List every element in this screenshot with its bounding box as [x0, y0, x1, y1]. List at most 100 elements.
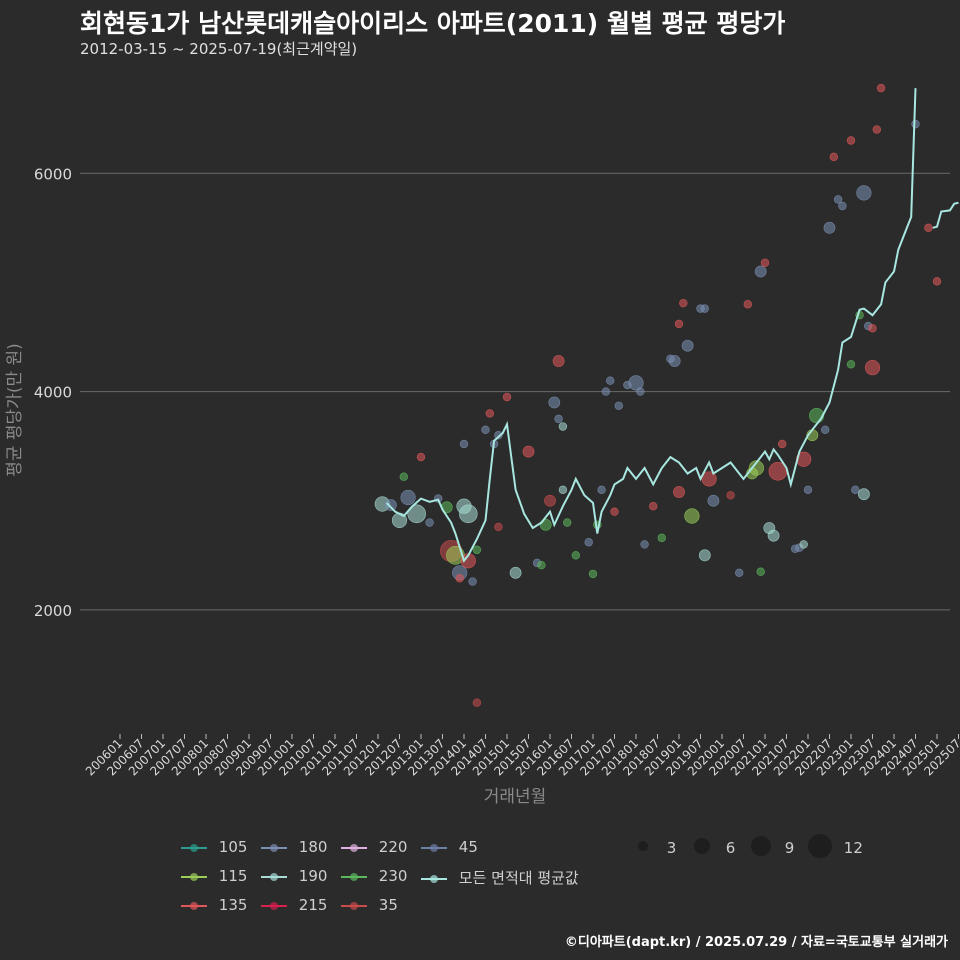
data-point	[502, 392, 512, 402]
data-point	[548, 396, 561, 409]
data-point	[701, 471, 717, 487]
data-point	[522, 445, 535, 458]
data-point	[554, 414, 563, 424]
data-point	[562, 518, 572, 527]
data-point	[610, 507, 619, 516]
data-point	[803, 485, 813, 495]
size-legend-label: 9	[784, 838, 795, 857]
legend-item: 230	[340, 867, 407, 885]
data-point	[472, 545, 482, 555]
data-point	[558, 485, 568, 495]
data-point	[799, 540, 808, 549]
size-legend-item: 9	[748, 836, 795, 858]
data-point	[400, 489, 416, 506]
y-tick-label: 2000	[34, 602, 72, 620]
y-axis-label: 평균 평당가(만 원)	[5, 343, 25, 477]
legend-item: 135	[180, 896, 247, 914]
data-point	[767, 529, 780, 542]
average-line	[385, 88, 959, 563]
data-point	[657, 533, 666, 543]
data-point	[911, 119, 920, 129]
data-point	[756, 567, 765, 576]
data-point	[707, 494, 720, 507]
data-point	[700, 304, 709, 313]
data-point	[544, 494, 556, 507]
data-point	[494, 431, 503, 440]
data-point	[851, 485, 860, 495]
data-point	[754, 265, 767, 278]
size-legend-label: 12	[843, 838, 863, 857]
data-point	[924, 223, 933, 233]
data-point	[872, 125, 881, 134]
legend-swatch	[261, 901, 287, 910]
data-point	[838, 201, 847, 211]
data-point	[648, 502, 658, 511]
data-point	[399, 472, 408, 481]
data-point	[605, 376, 615, 385]
legend-swatch	[341, 901, 367, 910]
chart-title: 회현동1가 남산롯데캐슬아이리스 아파트(2011) 월별 평균 평당가	[80, 9, 786, 38]
legend-item: 190	[260, 867, 327, 885]
data-point	[734, 568, 744, 577]
legend-item: 220	[340, 838, 407, 856]
data-point	[481, 425, 490, 434]
data-point	[932, 277, 942, 286]
y-tick-label: 6000	[34, 165, 72, 183]
data-point	[698, 549, 711, 562]
data-point	[584, 538, 593, 547]
legend-swatch	[341, 843, 367, 852]
data-point	[868, 324, 877, 333]
data-point	[588, 569, 598, 579]
legend-item: 215	[260, 896, 327, 914]
legend-swatch	[341, 872, 367, 881]
data-point	[674, 319, 684, 329]
data-point	[485, 409, 494, 418]
legend-label: 115	[218, 867, 248, 885]
legend-swatch	[181, 843, 207, 852]
data-point	[558, 422, 568, 431]
x-axis-ticks: 2006012006072007012007072008012008072009…	[83, 734, 960, 779]
legend-swatch	[421, 874, 447, 883]
data-point	[760, 258, 770, 267]
data-point	[628, 375, 644, 391]
legend-label: 190	[298, 867, 328, 885]
legend-item: 105	[180, 838, 247, 856]
size-legend-item: 6	[689, 838, 735, 858]
x-axis-label: 거래년월	[484, 787, 547, 807]
legend-swatch	[261, 843, 287, 852]
average-line-segment	[385, 88, 917, 563]
legend-label: 135	[218, 896, 248, 914]
data-point	[494, 522, 503, 532]
data-point	[597, 485, 606, 495]
data-point	[777, 439, 787, 449]
data-point	[601, 387, 611, 396]
data-point	[681, 339, 694, 352]
data-point	[472, 698, 482, 707]
data-point	[684, 508, 700, 524]
data-point	[509, 566, 522, 579]
y-tick-label: 4000	[34, 384, 72, 402]
size-swatch	[751, 836, 771, 856]
data-point	[407, 504, 427, 524]
legend-item: 115	[180, 867, 247, 885]
y-axis-ticks: 2000 4000 6000	[34, 165, 72, 620]
data-point	[614, 401, 623, 410]
data-point	[384, 499, 397, 512]
legend-label: 105	[218, 838, 248, 856]
size-swatch	[808, 834, 832, 858]
size-legend-label: 3	[666, 838, 677, 857]
data-point	[846, 360, 856, 369]
data-point	[820, 425, 830, 434]
legend-label: 215	[298, 896, 328, 914]
data-point	[858, 488, 870, 501]
data-point	[668, 355, 681, 367]
data-point	[679, 298, 688, 308]
legend-item: 모든 면적대 평균값	[420, 867, 579, 888]
legend-label: 230	[378, 867, 408, 885]
data-point	[425, 518, 434, 527]
data-point	[673, 486, 685, 498]
legend-swatch	[421, 843, 447, 852]
data-point	[636, 387, 645, 396]
data-point	[823, 221, 836, 234]
